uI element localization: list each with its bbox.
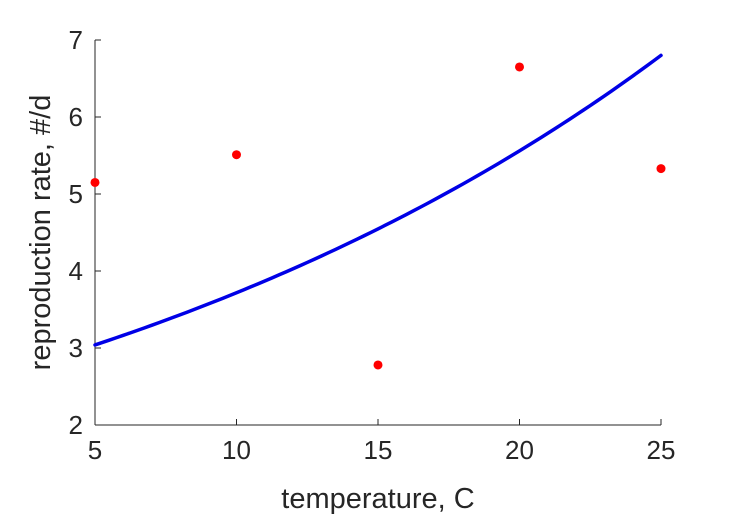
y-ticks: 2 3 4 5 6 7 [69, 25, 101, 440]
y-tick-label: 7 [69, 25, 83, 55]
data-point [373, 360, 383, 370]
y-axis-label: reproduction rate, #/d [25, 95, 57, 371]
data-point [232, 150, 241, 160]
data-point [515, 62, 524, 72]
data-point [656, 164, 666, 174]
x-tick-label: 20 [505, 435, 534, 465]
x-ticks: 5 10 15 20 25 [88, 419, 676, 465]
x-tick-label: 5 [88, 435, 102, 465]
data-point [90, 177, 100, 187]
y-tick-label: 6 [69, 102, 83, 132]
series-layer [90, 53, 666, 370]
x-axis-label: temperature, C [281, 483, 474, 515]
y-tick-label: 4 [69, 256, 83, 286]
x-tick-label: 15 [364, 435, 393, 465]
y-tick-label: 3 [69, 333, 83, 363]
x-tick-label: 10 [222, 435, 251, 465]
y-tick-label: 5 [69, 179, 83, 209]
fit-curve-line [93, 53, 663, 347]
x-tick-label: 25 [647, 435, 676, 465]
y-tick-label: 2 [69, 410, 83, 440]
